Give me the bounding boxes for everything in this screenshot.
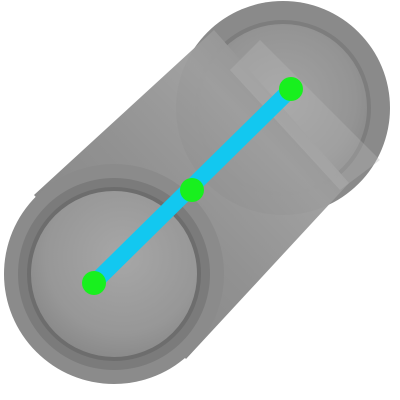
cylinder-highlight bbox=[230, 40, 380, 190]
axis-point-front bbox=[82, 271, 106, 295]
axis-annotation bbox=[82, 77, 303, 295]
axis-point-back bbox=[279, 77, 303, 101]
axis-point-middle bbox=[180, 178, 204, 202]
